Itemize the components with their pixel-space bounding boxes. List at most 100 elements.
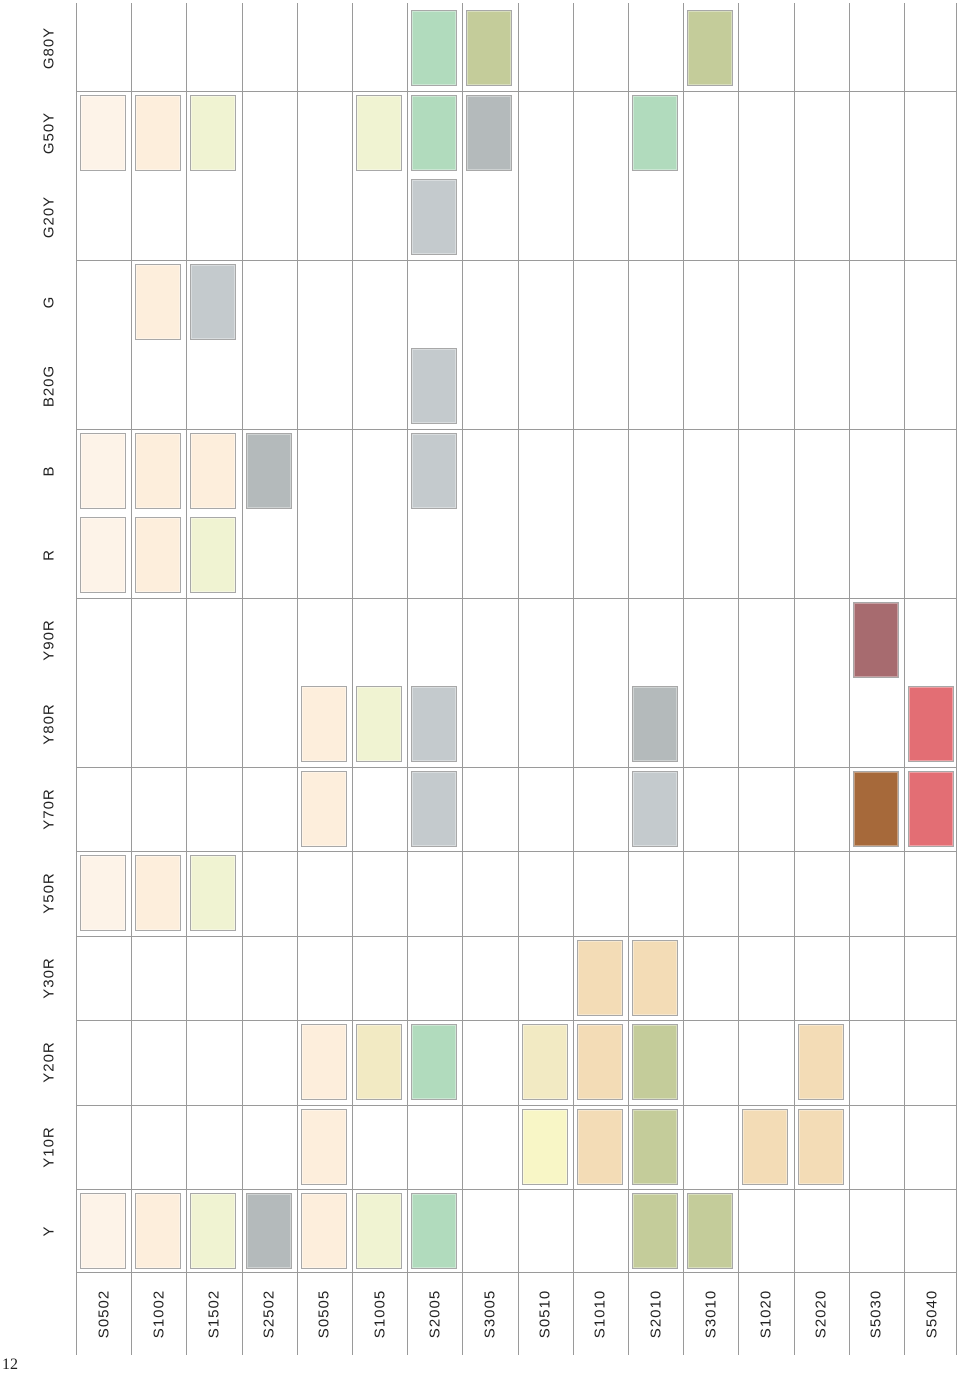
colour-swatch-s0502-b <box>80 432 126 509</box>
colour-swatch-s2010-y <box>632 1193 678 1269</box>
hue-header-label: Y90R <box>40 618 58 661</box>
column-divider <box>738 3 739 1355</box>
colour-swatch-s2010-y70r <box>632 770 678 847</box>
colour-swatch-s2010-g50y <box>632 94 678 171</box>
colour-swatch-s1002-g <box>135 263 182 340</box>
colour-swatch-s2020-y20r <box>797 1024 844 1100</box>
colour-swatch-s5040-y70r <box>908 770 954 847</box>
colour-swatch-s1005-y80r <box>356 686 402 762</box>
column-divider <box>518 3 519 1355</box>
hue-header-label: G80Y <box>40 27 58 70</box>
hue-header-label: R <box>40 549 58 562</box>
colour-swatch-s1010-y10r <box>576 1108 623 1185</box>
nuance-label: S3010 <box>683 1274 738 1353</box>
hue-header-label: Y20R <box>40 1041 58 1084</box>
row-divider <box>76 260 956 261</box>
colour-swatch-s2005-y <box>411 1193 458 1269</box>
nuance-label: S3005 <box>462 1274 517 1353</box>
colour-swatch-s3005-g50y <box>466 94 513 171</box>
column-divider <box>352 3 353 1355</box>
colour-swatch-s0502-g50y <box>80 94 126 171</box>
nuance-label-text: S2005 <box>426 1289 444 1338</box>
nuance-label-text: S2010 <box>647 1289 665 1338</box>
column-divider <box>242 3 243 1355</box>
colour-swatch-s2010-y10r <box>632 1108 678 1185</box>
hue-header-label: Y80R <box>40 703 58 746</box>
nuance-label: S2010 <box>628 1274 683 1353</box>
hue-header-label: B20G <box>40 365 58 408</box>
nuance-label-text: S0505 <box>315 1289 333 1338</box>
nuance-label: S5040 <box>904 1274 959 1353</box>
column-divider <box>956 3 957 1355</box>
column-divider <box>462 3 463 1355</box>
hue-header-label: Y30R <box>40 956 58 999</box>
colour-swatch-s2502-y <box>245 1193 292 1269</box>
colour-swatch-s1502-r <box>190 517 237 593</box>
colour-swatch-s1502-g <box>190 263 237 340</box>
row-divider <box>76 767 956 768</box>
page-number: 12 <box>2 1356 18 1373</box>
colour-swatch-s3010-y <box>687 1193 734 1269</box>
colour-swatch-s1002-r <box>135 517 182 593</box>
nuance-label-text: S1502 <box>205 1289 223 1338</box>
colour-swatch-s1020-y10r <box>742 1108 789 1185</box>
nuance-label-text: S1002 <box>150 1289 168 1338</box>
colour-swatch-s0502-r <box>80 517 126 593</box>
nuance-label: S0502 <box>76 1274 131 1353</box>
nuance-label: S1020 <box>738 1274 793 1353</box>
colour-swatch-s2010-y30r <box>632 939 678 1016</box>
colour-swatch-s0505-y10r <box>300 1108 347 1185</box>
column-divider <box>683 3 684 1355</box>
column-divider <box>794 3 795 1355</box>
nuance-label-text: S1010 <box>591 1289 609 1338</box>
colour-swatch-s2005-g20y <box>411 179 458 255</box>
colour-swatch-s3005-g80y <box>466 10 513 86</box>
colour-swatch-s2005-y20r <box>411 1024 458 1100</box>
colour-swatch-s1005-y <box>356 1193 402 1269</box>
colour-swatch-s1010-y20r <box>576 1024 623 1100</box>
row-divider <box>76 429 956 430</box>
nuance-label: S2502 <box>242 1274 297 1353</box>
colour-swatch-s2010-y20r <box>632 1024 678 1100</box>
colour-swatch-s1502-y <box>190 1193 237 1269</box>
column-divider <box>628 3 629 1355</box>
row-divider <box>76 851 956 852</box>
nuance-label-text: S5030 <box>867 1289 885 1338</box>
nuance-label-text: S3005 <box>481 1289 499 1338</box>
colour-swatch-s1005-g50y <box>356 94 402 171</box>
colour-swatch-s1010-y30r <box>576 939 623 1016</box>
row-divider <box>76 1105 956 1106</box>
colour-swatch-s2005-b20g <box>411 348 458 424</box>
nuance-label-text: S2502 <box>260 1289 278 1338</box>
hue-header-label: Y10R <box>40 1125 58 1168</box>
column-divider <box>76 3 77 1355</box>
colour-swatch-s1002-b <box>135 432 182 509</box>
hue-header-label: G50Y <box>40 111 58 154</box>
colour-swatch-s0505-y70r <box>300 770 347 847</box>
nuance-label: S0505 <box>297 1274 352 1353</box>
hue-header-label: B <box>40 465 58 477</box>
nuance-label: S1002 <box>131 1274 186 1353</box>
nuance-label-text: S1005 <box>371 1289 389 1338</box>
hue-header-label: Y50R <box>40 872 58 915</box>
nuance-label: S1005 <box>352 1274 407 1353</box>
row-divider <box>76 598 956 599</box>
nuance-label-text: S0510 <box>536 1289 554 1338</box>
colour-swatch-s2020-y10r <box>797 1108 844 1185</box>
column-divider <box>573 3 574 1355</box>
column-divider <box>186 3 187 1355</box>
colour-swatch-s0505-y <box>300 1193 347 1269</box>
colour-swatch-s0502-y <box>80 1193 126 1269</box>
column-divider <box>849 3 850 1355</box>
colour-swatch-s1502-b <box>190 432 237 509</box>
colour-swatch-s2010-y80r <box>632 686 678 762</box>
column-divider <box>904 3 905 1355</box>
column-divider <box>297 3 298 1355</box>
colour-swatch-s5030-y90r <box>852 601 899 678</box>
colour-swatch-s0502-y50r <box>80 855 126 931</box>
colour-swatch-s5030-y70r <box>852 770 899 847</box>
nuance-label-text: S5040 <box>923 1289 941 1338</box>
row-divider <box>76 1020 956 1021</box>
row-divider <box>76 1272 956 1273</box>
nuance-label: S2020 <box>794 1274 849 1353</box>
